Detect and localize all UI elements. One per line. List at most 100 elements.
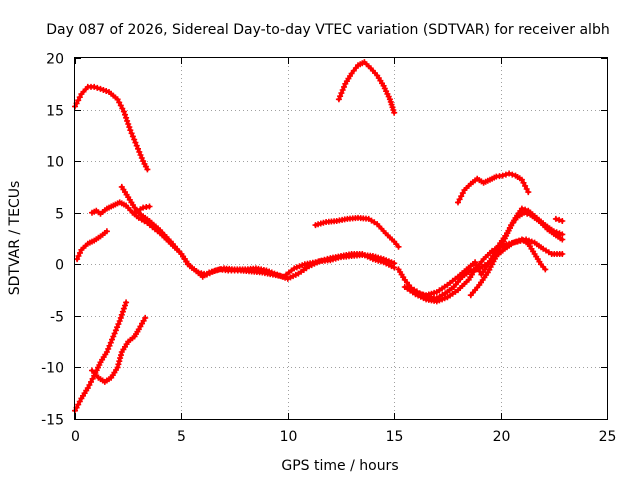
data-point xyxy=(501,174,504,177)
data-point xyxy=(350,254,353,258)
data-point xyxy=(376,222,379,226)
data-point xyxy=(93,239,96,242)
data-point xyxy=(344,82,347,86)
data-point xyxy=(297,272,300,275)
data-point xyxy=(414,292,417,295)
data-point xyxy=(244,268,247,271)
data-point xyxy=(452,285,455,289)
data-point xyxy=(137,216,140,220)
x-tick-label: 0 xyxy=(71,429,80,445)
series-line xyxy=(396,237,548,301)
data-point xyxy=(86,242,90,245)
data-point xyxy=(363,60,366,64)
data-point xyxy=(133,206,136,209)
data-point xyxy=(546,228,549,231)
series-arc-13 xyxy=(467,209,566,299)
data-point xyxy=(376,74,379,77)
data-point xyxy=(393,240,396,243)
data-point xyxy=(544,268,547,271)
data-point xyxy=(393,266,396,269)
series-arc-4 xyxy=(74,228,110,263)
data-point xyxy=(367,217,370,221)
data-point xyxy=(495,175,498,178)
data-point xyxy=(137,328,140,331)
data-point xyxy=(476,177,479,180)
series-arc-9 xyxy=(335,59,398,116)
data-point xyxy=(424,294,428,297)
data-point xyxy=(324,220,328,224)
data-point xyxy=(118,319,121,323)
data-point xyxy=(486,271,489,274)
data-point xyxy=(314,223,317,227)
data-point xyxy=(99,361,102,364)
data-point xyxy=(403,285,406,289)
data-point xyxy=(561,233,564,236)
data-point xyxy=(480,273,483,276)
data-point xyxy=(99,212,102,215)
data-point xyxy=(129,129,132,132)
data-point xyxy=(516,215,519,218)
data-point xyxy=(107,90,111,94)
data-point xyxy=(335,219,338,223)
data-point xyxy=(318,260,321,263)
data-point xyxy=(141,206,145,209)
data-point xyxy=(397,245,400,248)
data-point xyxy=(465,268,468,271)
data-point xyxy=(127,340,130,343)
y-tick-label: 20 xyxy=(46,52,64,68)
data-point xyxy=(435,290,438,294)
data-point xyxy=(478,283,481,287)
data-point xyxy=(180,252,183,256)
series-arc-3 xyxy=(89,314,149,385)
y-tick-label: 15 xyxy=(46,104,64,120)
grid-lines xyxy=(75,58,607,419)
data-point xyxy=(514,174,517,177)
y-tick-label: 10 xyxy=(46,155,64,171)
data-point xyxy=(456,288,460,292)
data-point xyxy=(469,294,472,297)
data-point xyxy=(388,98,392,101)
data-point xyxy=(424,298,428,301)
data-point xyxy=(516,240,519,243)
data-point xyxy=(337,98,341,101)
x-tick-label: 20 xyxy=(493,429,511,445)
data-point xyxy=(539,263,543,266)
x-tick-label: 25 xyxy=(599,429,617,445)
series-markers xyxy=(335,59,398,116)
data-point xyxy=(124,204,128,207)
data-point xyxy=(124,301,128,304)
data-point xyxy=(393,262,396,265)
data-point xyxy=(265,269,268,272)
data-point xyxy=(233,268,236,271)
series-arc-11 xyxy=(401,236,566,305)
data-point xyxy=(169,240,172,243)
data-point xyxy=(469,269,472,272)
data-point xyxy=(397,268,400,271)
data-point xyxy=(527,190,530,194)
data-point xyxy=(112,335,115,338)
data-point xyxy=(522,211,526,214)
data-point xyxy=(158,229,162,232)
y-tick-label: -15 xyxy=(41,413,64,429)
x-axis-label: GPS time / hours xyxy=(281,458,398,474)
data-point xyxy=(356,63,360,67)
data-point xyxy=(382,257,385,261)
data-point xyxy=(254,267,258,270)
series-arc-15 xyxy=(552,215,566,224)
data-point xyxy=(533,252,536,256)
data-point xyxy=(99,87,102,91)
data-point xyxy=(507,172,511,175)
data-point xyxy=(561,219,564,223)
x-tick-label: 15 xyxy=(386,429,404,445)
data-point xyxy=(122,110,126,113)
data-point xyxy=(80,397,83,400)
data-point xyxy=(446,296,449,299)
data-point xyxy=(524,238,528,241)
y-axis-label: SDTVAR / TECUs xyxy=(7,181,23,296)
data-point xyxy=(520,178,524,181)
data-point xyxy=(350,72,353,75)
data-point xyxy=(482,257,485,261)
chart-title: Day 087 of 2026, Sidereal Day-to-day VTE… xyxy=(46,22,609,38)
data-point xyxy=(542,247,545,250)
